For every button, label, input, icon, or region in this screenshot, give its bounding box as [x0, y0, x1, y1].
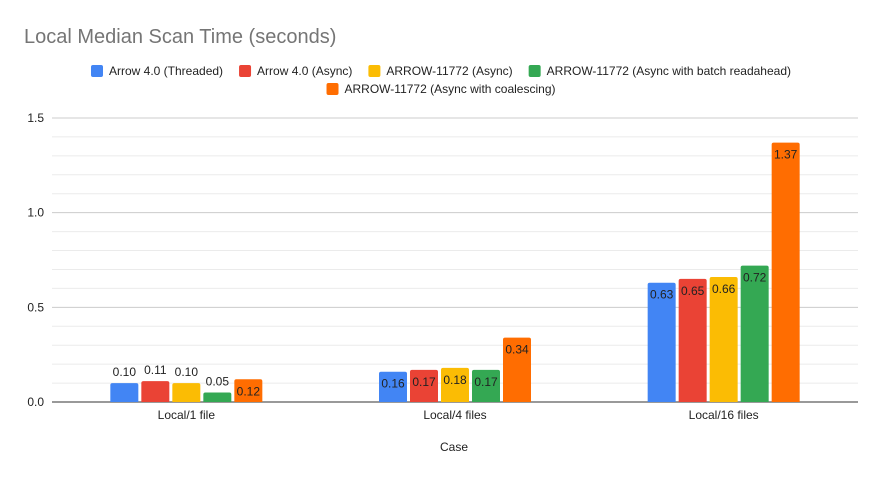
x-tick-label: Local/1 file — [158, 408, 216, 422]
bar — [441, 367, 469, 402]
legend-label: ARROW-11772 (Async with coalescing) — [345, 82, 556, 96]
bar — [410, 369, 438, 402]
bar — [110, 383, 139, 402]
legend-label: ARROW-11772 (Async with batch readahead) — [547, 64, 791, 78]
bar — [740, 265, 769, 402]
x-tick-label: Local/16 files — [689, 408, 759, 422]
bar — [172, 383, 201, 402]
legend-swatch — [528, 65, 541, 77]
legend: Arrow 4.0 (Threaded) Arrow 4.0 (Async) ARR… — [90, 64, 791, 96]
legend-item: Arrow 4.0 (Threaded) — [90, 64, 223, 78]
x-axis-title: Case — [440, 440, 468, 454]
bar-data-label: 0.63 — [650, 288, 674, 302]
bar-data-label: 0.65 — [681, 284, 705, 298]
legend-label: Arrow 4.0 (Async) — [257, 64, 352, 78]
bar-data-label: 0.17 — [474, 375, 498, 389]
bar-data-label: 0.11 — [144, 363, 167, 377]
bar-data-label: 1.37 — [774, 148, 798, 162]
x-axis-ticks: Local/1 file Local/4 files Local/16 files — [158, 408, 759, 422]
bar-data-label: 0.17 — [412, 375, 436, 389]
bar-data-label: 0.16 — [381, 377, 405, 391]
y-tick-label: 0.0 — [27, 395, 44, 409]
legend-item: Arrow 4.0 (Async) — [239, 64, 352, 78]
legend-label: ARROW-11772 (Async) — [386, 64, 512, 78]
bar — [678, 278, 707, 402]
y-tick-label: 0.5 — [27, 300, 44, 314]
bar-data-label: 0.34 — [505, 343, 529, 357]
bar — [141, 381, 170, 402]
y-axis-ticks: 0.0 0.5 1.0 1.5 — [27, 111, 44, 409]
bar — [709, 277, 738, 402]
bar — [647, 282, 676, 402]
bar-data-label: 0.10 — [175, 365, 199, 379]
bar-data-label: 0.66 — [712, 282, 736, 296]
bar — [234, 379, 263, 402]
legend-item: ARROW-11772 (Async with batch readahead) — [528, 64, 791, 78]
legend-swatch — [368, 65, 381, 77]
bar — [379, 371, 407, 402]
legend-item: ARROW-11772 (Async with coalescing) — [326, 82, 556, 96]
bar — [203, 392, 232, 402]
x-tick-label: Local/4 files — [423, 408, 486, 422]
legend-swatch — [326, 83, 339, 95]
legend-label: Arrow 4.0 (Threaded) — [109, 64, 223, 78]
bar-data-label: 0.12 — [237, 384, 261, 398]
bars: 0.10 0.11 0.10 0.05 0.12 0.16 0.17 0.18 0.17 0.34… — [110, 142, 800, 402]
bar-data-label: 0.72 — [743, 271, 767, 285]
bar — [472, 369, 500, 402]
legend-swatch — [239, 65, 252, 77]
bar-data-label: 0.18 — [443, 373, 467, 387]
legend-swatch — [90, 65, 103, 77]
y-tick-label: 1.5 — [27, 111, 44, 125]
legend-item: ARROW-11772 (Async) — [368, 64, 513, 78]
bar-data-label: 0.05 — [206, 375, 230, 389]
bar — [771, 142, 800, 402]
chart-title: Local Median Scan Time (seconds) — [24, 26, 336, 48]
bar-data-label: 0.10 — [113, 365, 137, 379]
bar — [503, 337, 531, 402]
y-tick-label: 1.0 — [27, 206, 44, 220]
